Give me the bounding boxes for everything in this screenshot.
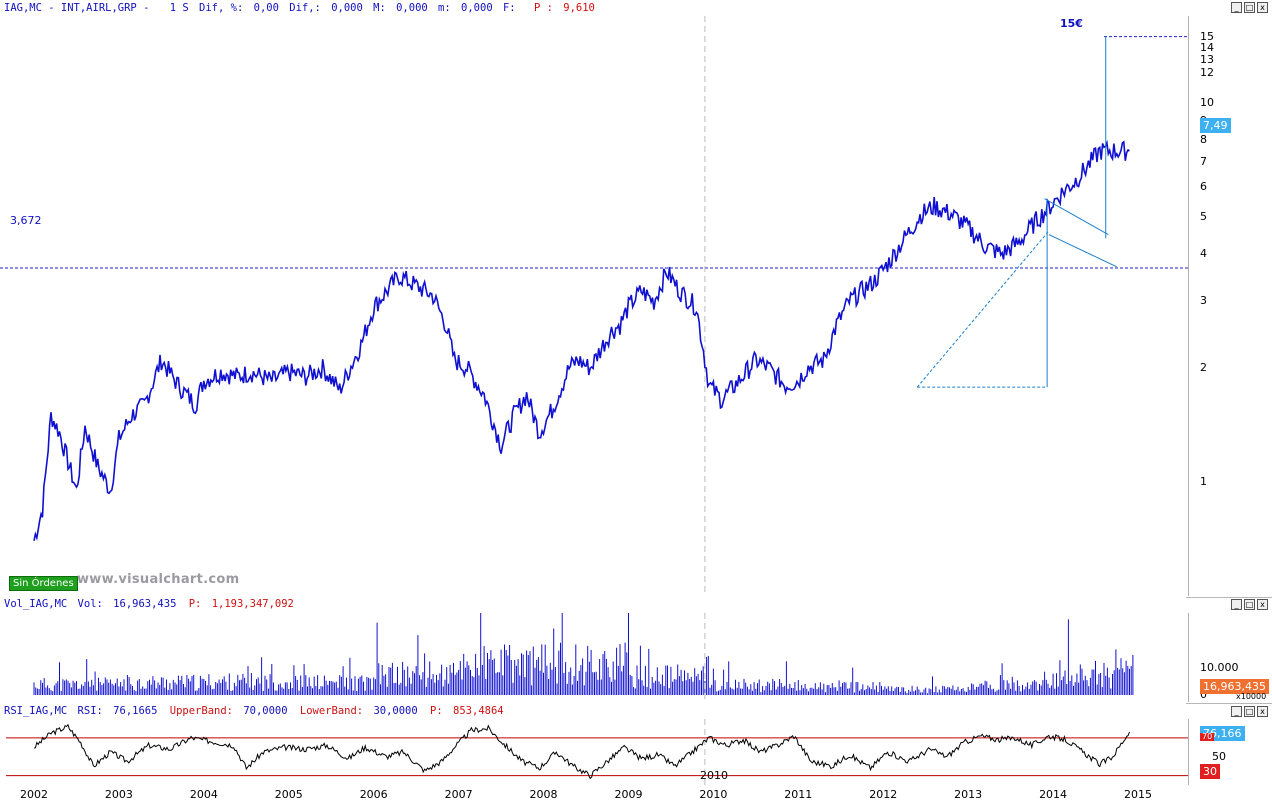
price-tick-label: 12 xyxy=(1200,66,1214,80)
price-chart[interactable] xyxy=(0,16,1188,596)
min-label: m: xyxy=(438,2,451,14)
volume-chart[interactable] xyxy=(0,613,1188,701)
rsi-p-value: 853,4864 xyxy=(453,705,504,717)
close-button[interactable]: x xyxy=(1257,2,1268,13)
volume-tick-label: 10.000 xyxy=(1200,661,1239,675)
price-tick-label: 8 xyxy=(1200,132,1207,146)
lower-band-label: LowerBand: xyxy=(299,705,364,717)
f-label: F: xyxy=(502,2,516,14)
volume-name: Vol_IAG,MC xyxy=(4,598,68,610)
price-tick-label: 5 xyxy=(1200,210,1207,224)
p-value: 9,610 xyxy=(563,2,595,14)
dif-pct-value: 0,00 xyxy=(253,2,279,14)
rsi-name: RSI_IAG,MC xyxy=(4,705,68,717)
symbol-label: IAG,MC - INT,AIRL,GRP - xyxy=(4,2,150,14)
year-tick-label: 2012 xyxy=(869,788,898,801)
dif-pct-label: Dif, %: xyxy=(199,2,244,14)
year-tick-label: 2006 xyxy=(359,788,388,801)
minimize-button[interactable]: _ xyxy=(1231,706,1242,717)
channel-upper-line xyxy=(1044,198,1109,236)
year-tick-label: 2005 xyxy=(274,788,303,801)
price-panel-header: IAG,MC - INT,AIRL,GRP - 1 S Dif, %: 0,00… xyxy=(0,0,1200,16)
target-label: 15€ xyxy=(1060,17,1083,30)
minimize-button[interactable]: _ xyxy=(1231,2,1242,13)
dif-abs-label: Dif,: xyxy=(289,2,321,14)
orders-button[interactable]: Sin Órdenes xyxy=(9,576,78,591)
minimize-button[interactable]: _ xyxy=(1231,599,1242,610)
rsi-p-label: P: xyxy=(430,705,443,717)
volume-scale-label: x10000 xyxy=(1236,692,1267,701)
close-button[interactable]: x xyxy=(1257,599,1268,610)
rsi-low-badge: 30 xyxy=(1200,764,1220,779)
price-tick-label: 3 xyxy=(1200,294,1207,308)
rsi-line xyxy=(33,723,1130,780)
volume-tick-label: 0 xyxy=(1200,688,1207,701)
support-level-label: 3,672 xyxy=(10,214,42,227)
upper-band-label: UpperBand: xyxy=(169,705,233,717)
year-tick-label: 2010 xyxy=(699,788,728,801)
year-tick-label: 2009 xyxy=(614,788,643,801)
year-tick-label: 2014 xyxy=(1039,788,1068,801)
p-label: P : xyxy=(533,2,553,14)
price-tick-label: 13 xyxy=(1200,53,1214,67)
volume-p-label: P: xyxy=(188,598,202,610)
close-button[interactable]: x xyxy=(1257,706,1268,717)
year-tick-label: 2003 xyxy=(104,788,133,801)
rsi-chart[interactable] xyxy=(0,719,1188,785)
period-label: 1 S xyxy=(169,2,189,14)
maximize-button[interactable]: □ xyxy=(1244,599,1255,610)
dif-abs-value: 0,000 xyxy=(331,2,363,14)
price-series-line xyxy=(33,139,1130,541)
year-tick-label: 2002 xyxy=(20,788,48,801)
min-value: 0,000 xyxy=(461,2,493,14)
divider-year-label: 2010 xyxy=(700,769,728,782)
maximize-button[interactable]: □ xyxy=(1244,2,1255,13)
rsi-high-badge: 70 xyxy=(1200,732,1215,741)
watermark: www.visualchart.com xyxy=(77,572,240,587)
volume-label: Vol: xyxy=(77,598,103,610)
upper-band-value: 70,0000 xyxy=(243,705,288,717)
max-value: 0,000 xyxy=(396,2,428,14)
year-tick-label: 2004 xyxy=(189,788,218,801)
volume-value: 16,963,435 xyxy=(113,598,177,610)
price-tick-label: 14 xyxy=(1200,40,1214,54)
last-price-badge: 7,49 xyxy=(1200,118,1231,133)
rsi-window-buttons: _ □ x xyxy=(1231,706,1268,717)
max-label: M: xyxy=(373,2,386,14)
rsi-tick-label: 50 xyxy=(1212,749,1226,763)
rsi-panel-header: RSI_IAG,MC RSI: 76,1665 UpperBand: 70,00… xyxy=(0,703,1186,719)
price-window-buttons: _ □ x xyxy=(1231,2,1268,13)
price-tick-label: 6 xyxy=(1200,180,1207,194)
volume-window-buttons: _ □ x xyxy=(1231,599,1268,610)
price-tick-label: 1 xyxy=(1200,474,1207,488)
lower-band-value: 30,0000 xyxy=(373,705,418,717)
trend-line xyxy=(916,230,1050,388)
volume-p-value: 1,193,347,092 xyxy=(211,598,294,610)
year-tick-label: 2015 xyxy=(1124,788,1152,801)
year-tick-label: 2008 xyxy=(529,788,558,801)
price-tick-label: 15 xyxy=(1200,29,1214,43)
price-tick-label: 7 xyxy=(1200,154,1207,168)
rsi-value: 76,1665 xyxy=(113,705,158,717)
price-tick-label: 2 xyxy=(1200,360,1207,374)
rsi-label: RSI: xyxy=(77,705,103,717)
price-axis[interactable] xyxy=(1188,16,1272,596)
volume-badge: 16,963,435 xyxy=(1200,679,1269,694)
price-tick-label: 10 xyxy=(1200,96,1214,110)
price-tick-label: 4 xyxy=(1200,246,1207,260)
maximize-button[interactable]: □ xyxy=(1244,706,1255,717)
volume-panel-header: Vol_IAG,MC Vol: 16,963,435 P: 1,193,347,… xyxy=(0,596,1186,612)
year-tick-label: 2013 xyxy=(954,788,983,801)
channel-lower-line xyxy=(1048,234,1117,268)
year-tick-label: 2007 xyxy=(444,788,473,801)
year-tick-label: 2011 xyxy=(784,788,813,801)
